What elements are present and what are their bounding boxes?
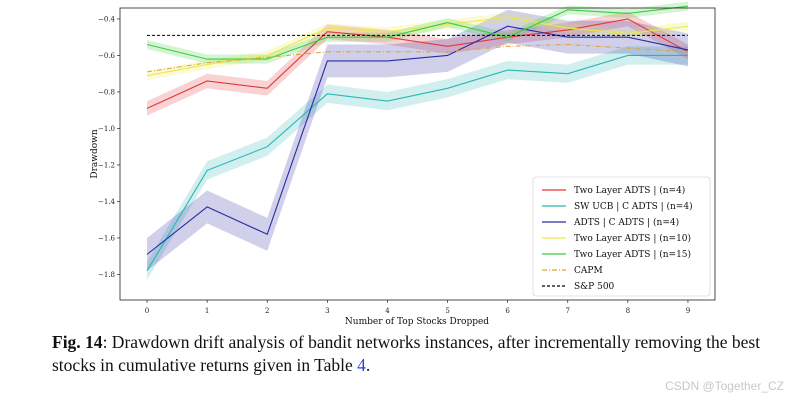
line-two-layer-adts-n-15 — [146, 5, 689, 60]
caption-text: : Drawdown drift analysis of bandit netw… — [52, 332, 761, 375]
x-tick-label: 1 — [205, 307, 209, 315]
plot-frame — [119, 7, 716, 301]
legend-label-s-p-500: S&P 500 — [574, 282, 615, 292]
series-lines — [146, 5, 689, 272]
x-tick-label: 9 — [686, 307, 690, 315]
y-tick-label: −0.6 — [98, 52, 116, 60]
y-axis-ticks: −1.8 −1.6 −1.4 −1.2 −1.0 −0.8 −0.6 −0.4 — [98, 15, 120, 279]
watermark: CSDN @Together_CZ — [665, 379, 784, 393]
x-tick-label: 7 — [566, 307, 570, 315]
y-tick-label: −1.6 — [98, 234, 116, 242]
legend-label-two-layer-adts-n-4: Two Layer ADTS | (n=4) — [574, 185, 685, 196]
y-tick-label: −1.4 — [98, 198, 116, 206]
band-sw-ucb-c-adts-n-4 — [147, 46, 688, 280]
y-tick-label: −1.0 — [98, 125, 115, 133]
table-reference-link[interactable]: 4 — [357, 355, 366, 375]
band-two-layer-adts-n-10 — [147, 12, 688, 81]
y-tick-label: −1.2 — [98, 161, 115, 169]
legend-label-two-layer-adts-n-15: Two Layer ADTS | (n=15) — [574, 249, 691, 260]
legend: Two Layer ADTS | (n=4) SW UCB | C ADTS | … — [532, 176, 711, 297]
x-tick-label: 4 — [385, 307, 390, 315]
y-tick-label: −1.8 — [98, 271, 115, 279]
x-tick-label: 6 — [505, 307, 510, 315]
line-sw-ucb-c-adts-n-4 — [146, 54, 688, 272]
y-axis-label: Drawdown — [90, 129, 100, 178]
band-adts-c-adts-n-4 — [147, 9, 688, 271]
legend-box — [532, 176, 711, 297]
x-tick-label: 0 — [145, 307, 149, 315]
figure-label: Fig. 14 — [52, 332, 103, 352]
band-two-layer-adts-n-4 — [147, 11, 688, 116]
line-two-layer-adts-n-4 — [146, 18, 689, 109]
figure-caption: Fig. 14: Drawdown drift analysis of band… — [52, 331, 772, 377]
line-adts-c-adts-n-4 — [146, 25, 689, 255]
y-tick-label: −0.8 — [98, 88, 115, 96]
x-tick-label: 2 — [265, 307, 269, 315]
x-tick-label: 3 — [325, 307, 329, 315]
caption-end: . — [365, 355, 371, 375]
x-tick-label: 5 — [445, 307, 449, 315]
legend-label-adts-c-adts-n-4: ADTS | C ADTS | (n=4) — [573, 217, 679, 228]
x-axis-label: Number of Top Stocks Dropped — [345, 317, 489, 327]
y-tick-label: −0.4 — [98, 15, 116, 23]
legend-label-two-layer-adts-n-10: Two Layer ADTS | (n=10) — [574, 233, 691, 244]
x-axis-ticks: 0 1 2 3 4 5 6 7 8 9 — [145, 300, 690, 315]
legend-label-capm: CAPM — [574, 266, 603, 276]
line-capm — [146, 43, 688, 73]
legend-label-sw-ucb-c-adts-n-4: SW UCB | C ADTS | (n=4) — [574, 201, 693, 212]
x-tick-label: 8 — [626, 307, 630, 315]
